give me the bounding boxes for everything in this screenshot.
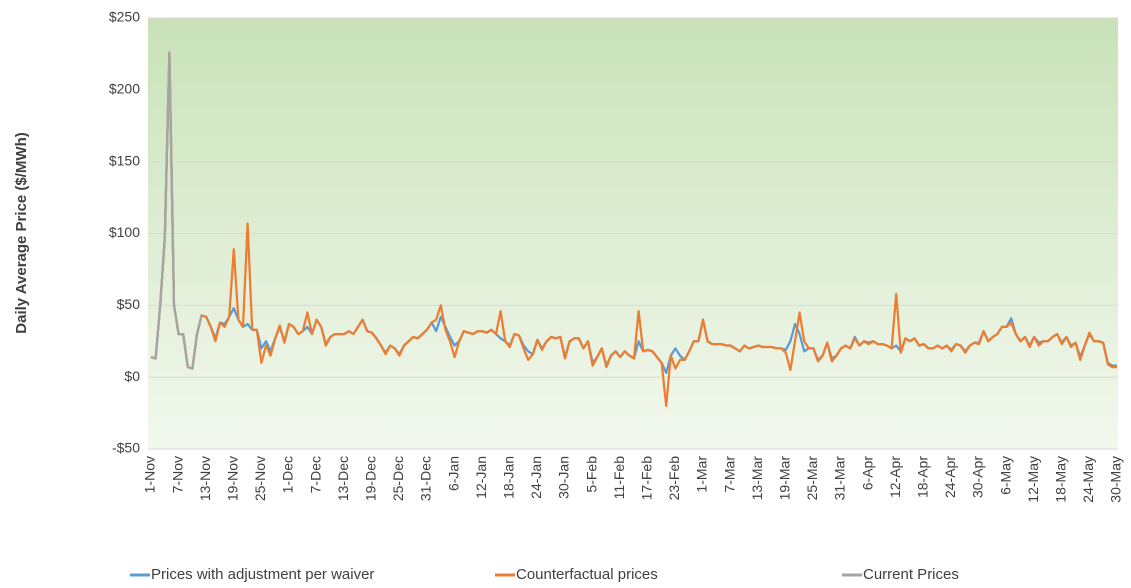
x-tick-label: 13-Nov	[197, 456, 213, 501]
x-tick-label: 19-Nov	[225, 456, 241, 501]
grid	[148, 17, 1118, 450]
x-tick-label: 24-Apr	[942, 456, 958, 498]
x-tick-label: 18-May	[1053, 456, 1069, 503]
x-tick-label: 19-Mar	[777, 456, 793, 501]
x-tick-label: 18-Apr	[915, 456, 931, 498]
x-tick-label: 12-Jan	[473, 456, 489, 499]
y-tick-label: $150	[109, 152, 140, 168]
x-tick-label: 12-Apr	[887, 456, 903, 498]
x-tick-label: 31-Dec	[418, 456, 434, 501]
x-tick-label: 23-Feb	[666, 456, 682, 501]
x-tick-label: 7-Mar	[721, 456, 737, 493]
x-tick-label: 25-Dec	[390, 456, 406, 501]
y-tick-label: $0	[124, 368, 140, 384]
x-tick-label: 25-Nov	[252, 456, 268, 501]
x-tick-label: 6-Jan	[445, 456, 461, 491]
series-line	[150, 51, 1117, 408]
x-tick-label: 11-Feb	[611, 456, 627, 500]
y-tick-label: -$50	[112, 440, 140, 456]
legend-label: Prices with adjustment per waiver	[151, 566, 374, 583]
x-tick-label: 7-Dec	[307, 456, 323, 493]
x-tick-label: 13-Mar	[749, 456, 765, 501]
legend-label: Counterfactual prices	[516, 566, 658, 583]
x-tick-label: 17-Feb	[639, 456, 655, 501]
x-tick-label: 13-Dec	[335, 456, 351, 501]
y-tick-label: $200	[109, 81, 140, 97]
x-tick-label: 1-Mar	[694, 456, 710, 493]
x-tick-label: 24-May	[1080, 456, 1096, 503]
x-tick-label: 1-Dec	[280, 456, 296, 493]
y-axis-title: Daily Average Price ($/MWh)	[13, 132, 30, 333]
x-tick-label: 25-Mar	[804, 456, 820, 501]
x-tick-label: 30-Apr	[970, 456, 986, 498]
labels: -$50 $0 $50 $100 $150 $200 $250 1-Nov 7-Nov 13-No…	[109, 9, 1124, 503]
x-tick-label: 31-Mar	[832, 456, 848, 501]
legend: Prices with adjustment per waiver Counter…	[130, 566, 959, 583]
y-tick-label: $50	[117, 296, 141, 312]
y-tick-label: $250	[109, 9, 140, 25]
x-tick-label: 7-Nov	[169, 456, 185, 493]
legend-label: Current Prices	[863, 566, 959, 583]
series-line	[150, 51, 203, 370]
x-tick-label: 18-Jan	[501, 456, 517, 499]
x-tick-label: 5-Feb	[583, 456, 599, 493]
x-tick-label: 30-May	[1108, 456, 1124, 503]
x-tick-label: 30-Jan	[556, 456, 572, 499]
x-tick-label: 6-Apr	[859, 456, 875, 491]
x-tick-label: 1-Nov	[142, 456, 158, 493]
x-tick-label: 19-Dec	[363, 456, 379, 501]
x-tick-label: 24-Jan	[528, 456, 544, 499]
x-tick-label: 6-May	[997, 456, 1013, 495]
y-tick-label: $100	[109, 224, 140, 240]
lines	[150, 51, 1117, 408]
x-tick-label: 12-May	[1025, 456, 1041, 503]
